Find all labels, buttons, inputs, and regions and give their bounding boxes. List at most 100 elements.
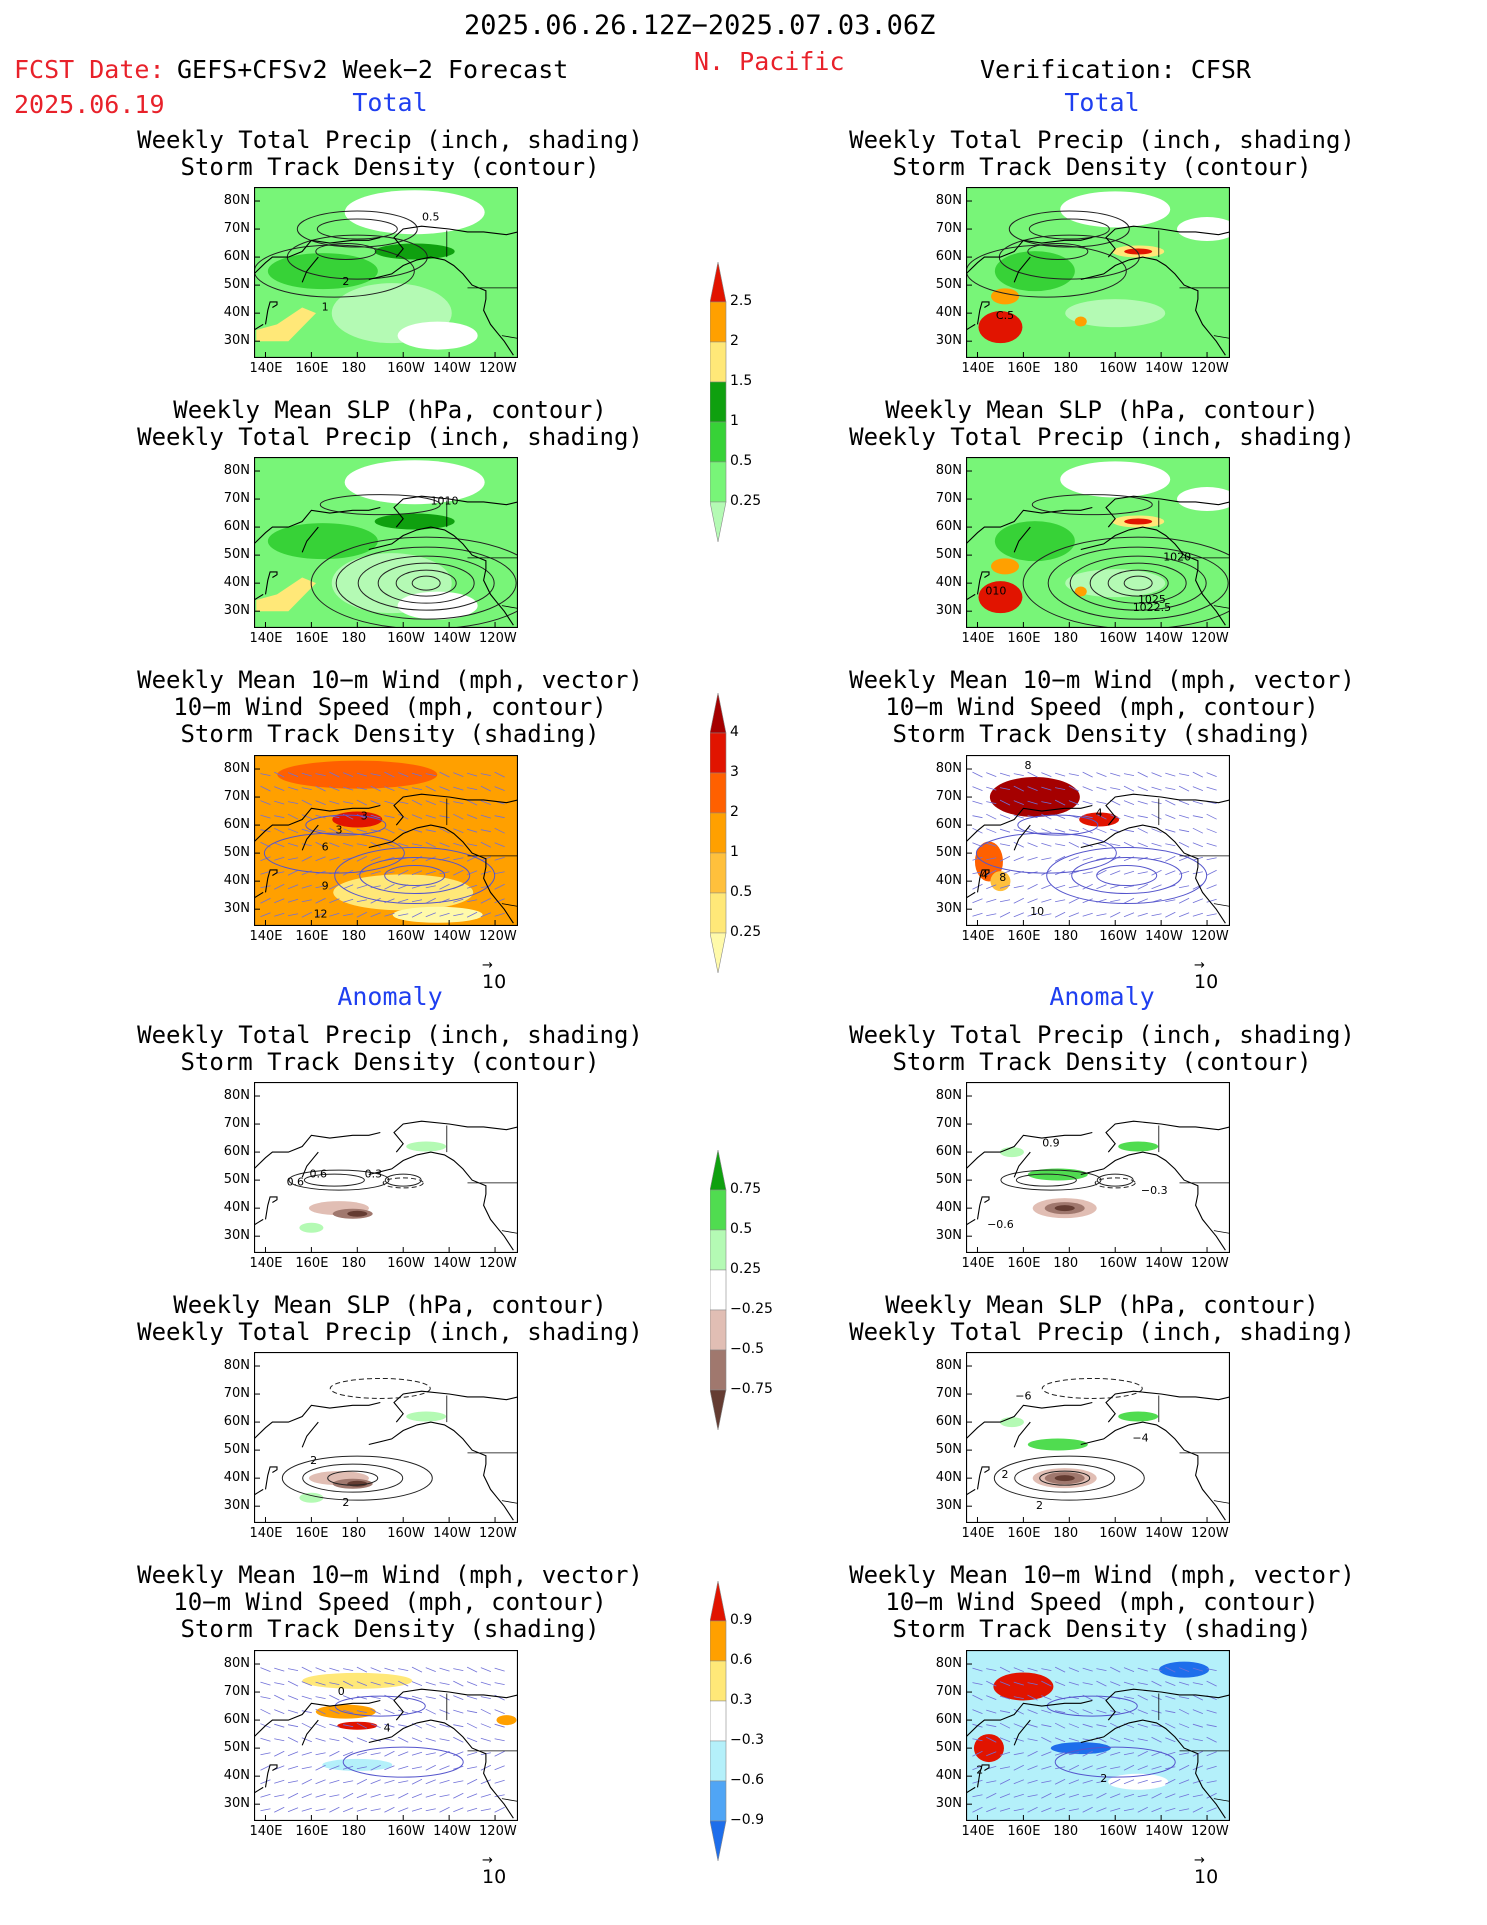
wind-vector [301,1751,312,1756]
section-total-right: Total [1064,88,1140,117]
wind-vector [301,870,312,876]
wind-vector [1165,814,1176,820]
wind-vector [1178,841,1190,848]
wind-vector [1082,898,1093,904]
wind-speed-contour [384,865,446,887]
wind-vector [986,1709,997,1714]
border [501,605,518,609]
coastline [264,1466,278,1490]
coastline [393,1688,518,1721]
coastline [1080,1719,1226,1819]
wind-vector [1096,1668,1107,1672]
wind-vector [494,771,505,778]
wind-vector [1137,883,1148,890]
wind-vector [370,785,381,792]
map-frame [966,755,1230,926]
wind-vector [356,1722,368,1729]
slp-contour [1047,546,1229,620]
shade-precip-dry-arctic [344,190,485,235]
wind-vector [370,1764,381,1771]
wind-vector [1165,1695,1176,1700]
colorbar-segment [710,461,727,503]
title-ver-total-precip: Weekly Total Precip (inch, shading) Stor… [849,126,1355,181]
wind-vector [315,800,326,806]
wind-vector [1013,841,1024,848]
map-fcst-total-precip: 0.5 21 [254,187,518,358]
coastline [368,1719,514,1819]
wind-vector [329,1794,340,1798]
colorbar-level: −0.3 [730,1732,764,1748]
colorbar-segment [710,1740,727,1782]
shade-storm-low [333,874,474,911]
wind-vector [301,911,312,918]
wind-vector [1013,1764,1024,1771]
wind-anom-contour [334,1695,426,1717]
wind-vector [301,899,312,903]
lat-tick-label: 60N [223,817,250,833]
wind-vector [1082,1750,1093,1757]
lat-tick-label: 50N [223,845,250,861]
coastline [1013,1421,1031,1448]
wind-vector [1192,771,1204,778]
wind-vector [999,1751,1011,1756]
contour-label: 4 [1096,807,1103,820]
wind-vector [1151,1780,1162,1784]
wind-vector [1054,855,1066,862]
wind-vector [301,787,312,791]
colorbar-total-precip [710,262,727,543]
wind-vector [480,1737,491,1742]
lat-tick-label: 60N [223,249,250,265]
wind-vector [1178,1667,1190,1672]
wind-vector [1165,843,1176,847]
wind-vector [370,814,381,819]
wind-vector [260,1793,271,1798]
coastline [264,301,278,325]
storm-anom-contour [1015,1173,1077,1187]
wind-vector [356,828,368,833]
shade-anom-pos-west [973,1734,1004,1763]
contour-label: 2 [1036,1499,1043,1512]
vector-reference-label: 10 [482,1866,507,1888]
slp-contour [1022,536,1230,628]
colorbar-segment [710,1820,727,1862]
wind-vector [315,841,326,848]
wind-vector [1027,1794,1038,1798]
wind-vector [1041,884,1052,890]
wind-vector [260,856,271,862]
wind-vector [301,1695,312,1700]
wind-vector [1096,772,1107,777]
wind-vector [1041,1668,1052,1672]
shade-storm-peak [989,777,1080,818]
wind-vector [287,801,299,805]
wind-vector [384,1794,395,1798]
lon-tick-label: 160E [295,929,329,944]
wind-vector [425,1667,436,1672]
coastline [264,869,278,893]
wind-vector [287,1724,299,1728]
coastlines [966,225,1230,356]
map-frame [254,1352,518,1523]
wind-vector [986,1668,997,1672]
wind-vector [1151,1709,1162,1714]
wind-vector [384,1779,395,1784]
wind-vector [398,1680,409,1687]
wind-vector [329,1806,340,1813]
coastline [1105,1390,1230,1423]
wind-vector [356,787,367,791]
wind-vector [453,857,464,861]
slp-contour [1031,494,1153,516]
wind-vector [1192,898,1204,904]
wind-vector [467,899,478,903]
contour-label: −0.3 [1141,1184,1168,1197]
lon-tick-label: 180 [341,1256,367,1271]
lon-tick-label: 140E [961,631,995,646]
wind-vector [466,1681,478,1687]
wind-vector [370,1708,381,1715]
wind-vector [1068,829,1079,833]
wind-vector [411,911,423,918]
coastline [301,1421,319,1448]
wind-vector [494,1794,505,1798]
coastline [966,323,976,331]
wind-vector [1041,1709,1052,1714]
wind-vector [329,800,340,805]
